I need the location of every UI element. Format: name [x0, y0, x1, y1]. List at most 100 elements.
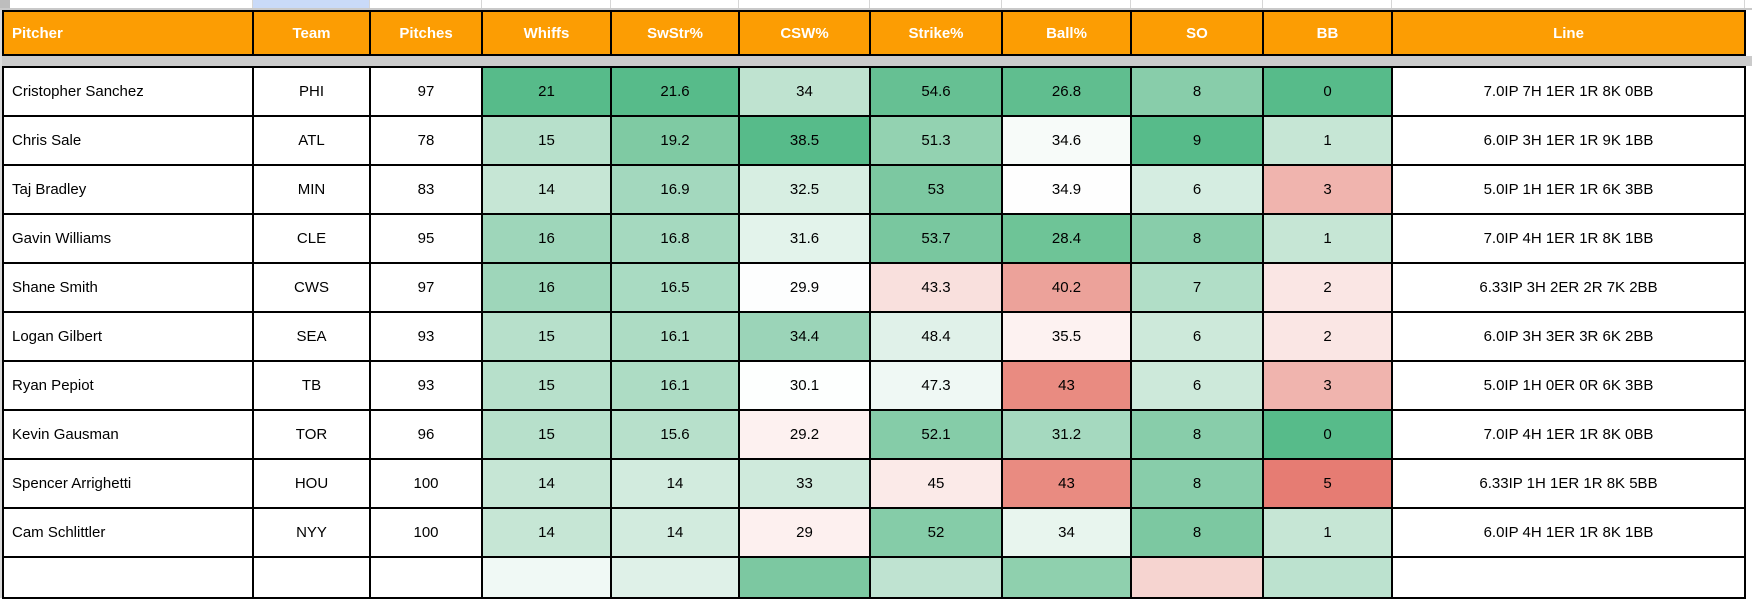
cell-strike[interactable]: 43.3: [869, 262, 1003, 313]
cell-pitcher[interactable]: Ryan Pepiot: [2, 360, 254, 411]
cell-team[interactable]: CLE: [252, 213, 371, 264]
cell-swstr[interactable]: 21.6: [610, 66, 740, 117]
cell-bb[interactable]: 1: [1262, 213, 1393, 264]
cell-whiffs[interactable]: 15: [481, 311, 612, 362]
cell-line[interactable]: 7.0IP 4H 1ER 1R 8K 1BB: [1391, 213, 1746, 264]
cell-pitcher[interactable]: Logan Gilbert: [2, 311, 254, 362]
cell-whiffs[interactable]: 14: [481, 507, 612, 558]
column-header-whiffs[interactable]: Whiffs: [481, 10, 612, 56]
cell-line[interactable]: 5.0IP 1H 1ER 1R 6K 3BB: [1391, 164, 1746, 215]
partial-cell-line[interactable]: [1391, 558, 1746, 599]
partial-cell-team[interactable]: [252, 558, 371, 599]
column-header-line[interactable]: Line: [1391, 10, 1746, 56]
cell-csw[interactable]: 33: [738, 458, 871, 509]
cell-strike[interactable]: 48.4: [869, 311, 1003, 362]
column-header-ball[interactable]: Ball%: [1001, 10, 1132, 56]
cell-ball[interactable]: 43: [1001, 360, 1132, 411]
cell-ball[interactable]: 35.5: [1001, 311, 1132, 362]
column-header-team[interactable]: Team: [252, 10, 371, 56]
cell-pitcher[interactable]: Cam Schlittler: [2, 507, 254, 558]
cell-pitches[interactable]: 83: [369, 164, 483, 215]
cell-csw[interactable]: 32.5: [738, 164, 871, 215]
cell-whiffs[interactable]: 14: [481, 164, 612, 215]
cell-team[interactable]: MIN: [252, 164, 371, 215]
cell-ball[interactable]: 26.8: [1001, 66, 1132, 117]
cell-whiffs[interactable]: 21: [481, 66, 612, 117]
cell-so[interactable]: 9: [1130, 115, 1264, 166]
partial-cell-pitches[interactable]: [369, 558, 483, 599]
cell-so[interactable]: 8: [1130, 507, 1264, 558]
cell-so[interactable]: 8: [1130, 458, 1264, 509]
cell-so[interactable]: 6: [1130, 311, 1264, 362]
cell-swstr[interactable]: 16.1: [610, 360, 740, 411]
cell-pitches[interactable]: 97: [369, 66, 483, 117]
partial-cell-csw[interactable]: [738, 558, 871, 599]
cell-csw[interactable]: 34: [738, 66, 871, 117]
cell-pitches[interactable]: 93: [369, 311, 483, 362]
cell-line[interactable]: 6.0IP 3H 1ER 1R 9K 1BB: [1391, 115, 1746, 166]
column-header-swstr[interactable]: SwStr%: [610, 10, 740, 56]
cell-line[interactable]: 6.33IP 1H 1ER 1R 8K 5BB: [1391, 458, 1746, 509]
cell-bb[interactable]: 3: [1262, 164, 1393, 215]
cell-ball[interactable]: 34.6: [1001, 115, 1132, 166]
cell-team[interactable]: TOR: [252, 409, 371, 460]
cell-line[interactable]: 5.0IP 1H 0ER 0R 6K 3BB: [1391, 360, 1746, 411]
cell-swstr[interactable]: 16.1: [610, 311, 740, 362]
cell-whiffs[interactable]: 14: [481, 458, 612, 509]
cell-ball[interactable]: 43: [1001, 458, 1132, 509]
cell-so[interactable]: 8: [1130, 409, 1264, 460]
cell-csw[interactable]: 34.4: [738, 311, 871, 362]
cell-team[interactable]: PHI: [252, 66, 371, 117]
cell-csw[interactable]: 29.9: [738, 262, 871, 313]
cell-whiffs[interactable]: 15: [481, 409, 612, 460]
cell-strike[interactable]: 53: [869, 164, 1003, 215]
cell-pitches[interactable]: 93: [369, 360, 483, 411]
cell-pitches[interactable]: 97: [369, 262, 483, 313]
cell-swstr[interactable]: 16.5: [610, 262, 740, 313]
cell-ball[interactable]: 34: [1001, 507, 1132, 558]
cell-so[interactable]: 6: [1130, 360, 1264, 411]
cell-ball[interactable]: 40.2: [1001, 262, 1132, 313]
cell-bb[interactable]: 5: [1262, 458, 1393, 509]
cell-strike[interactable]: 52: [869, 507, 1003, 558]
cell-strike[interactable]: 45: [869, 458, 1003, 509]
partial-cell-bb[interactable]: [1262, 558, 1393, 599]
cell-whiffs[interactable]: 16: [481, 262, 612, 313]
cell-bb[interactable]: 3: [1262, 360, 1393, 411]
cell-swstr[interactable]: 16.9: [610, 164, 740, 215]
cell-so[interactable]: 8: [1130, 213, 1264, 264]
cell-bb[interactable]: 2: [1262, 262, 1393, 313]
cell-pitches[interactable]: 100: [369, 458, 483, 509]
cell-strike[interactable]: 52.1: [869, 409, 1003, 460]
cell-pitcher[interactable]: Chris Sale: [2, 115, 254, 166]
cell-swstr[interactable]: 16.8: [610, 213, 740, 264]
cell-pitches[interactable]: 78: [369, 115, 483, 166]
cell-csw[interactable]: 38.5: [738, 115, 871, 166]
cell-pitcher[interactable]: Shane Smith: [2, 262, 254, 313]
cell-team[interactable]: TB: [252, 360, 371, 411]
cell-line[interactable]: 6.0IP 3H 3ER 3R 6K 2BB: [1391, 311, 1746, 362]
cell-pitcher[interactable]: Cristopher Sanchez: [2, 66, 254, 117]
cell-pitches[interactable]: 95: [369, 213, 483, 264]
cell-whiffs[interactable]: 16: [481, 213, 612, 264]
cell-csw[interactable]: 30.1: [738, 360, 871, 411]
cell-line[interactable]: 7.0IP 7H 1ER 1R 8K 0BB: [1391, 66, 1746, 117]
cell-bb[interactable]: 0: [1262, 409, 1393, 460]
partial-cell-ball[interactable]: [1001, 558, 1132, 599]
cell-team[interactable]: HOU: [252, 458, 371, 509]
partial-cell-strike[interactable]: [869, 558, 1003, 599]
cell-line[interactable]: 6.0IP 4H 1ER 1R 8K 1BB: [1391, 507, 1746, 558]
partial-cell-so[interactable]: [1130, 558, 1264, 599]
cell-bb[interactable]: 1: [1262, 507, 1393, 558]
cell-so[interactable]: 8: [1130, 66, 1264, 117]
cell-swstr[interactable]: 14: [610, 507, 740, 558]
cell-swstr[interactable]: 15.6: [610, 409, 740, 460]
cell-swstr[interactable]: 19.2: [610, 115, 740, 166]
cell-line[interactable]: 7.0IP 4H 1ER 1R 8K 0BB: [1391, 409, 1746, 460]
partial-cell-whiffs[interactable]: [481, 558, 612, 599]
cell-pitches[interactable]: 100: [369, 507, 483, 558]
cell-pitcher[interactable]: Spencer Arrighetti: [2, 458, 254, 509]
cell-csw[interactable]: 29: [738, 507, 871, 558]
column-header-pitcher[interactable]: Pitcher: [2, 10, 254, 56]
column-header-csw[interactable]: CSW%: [738, 10, 871, 56]
